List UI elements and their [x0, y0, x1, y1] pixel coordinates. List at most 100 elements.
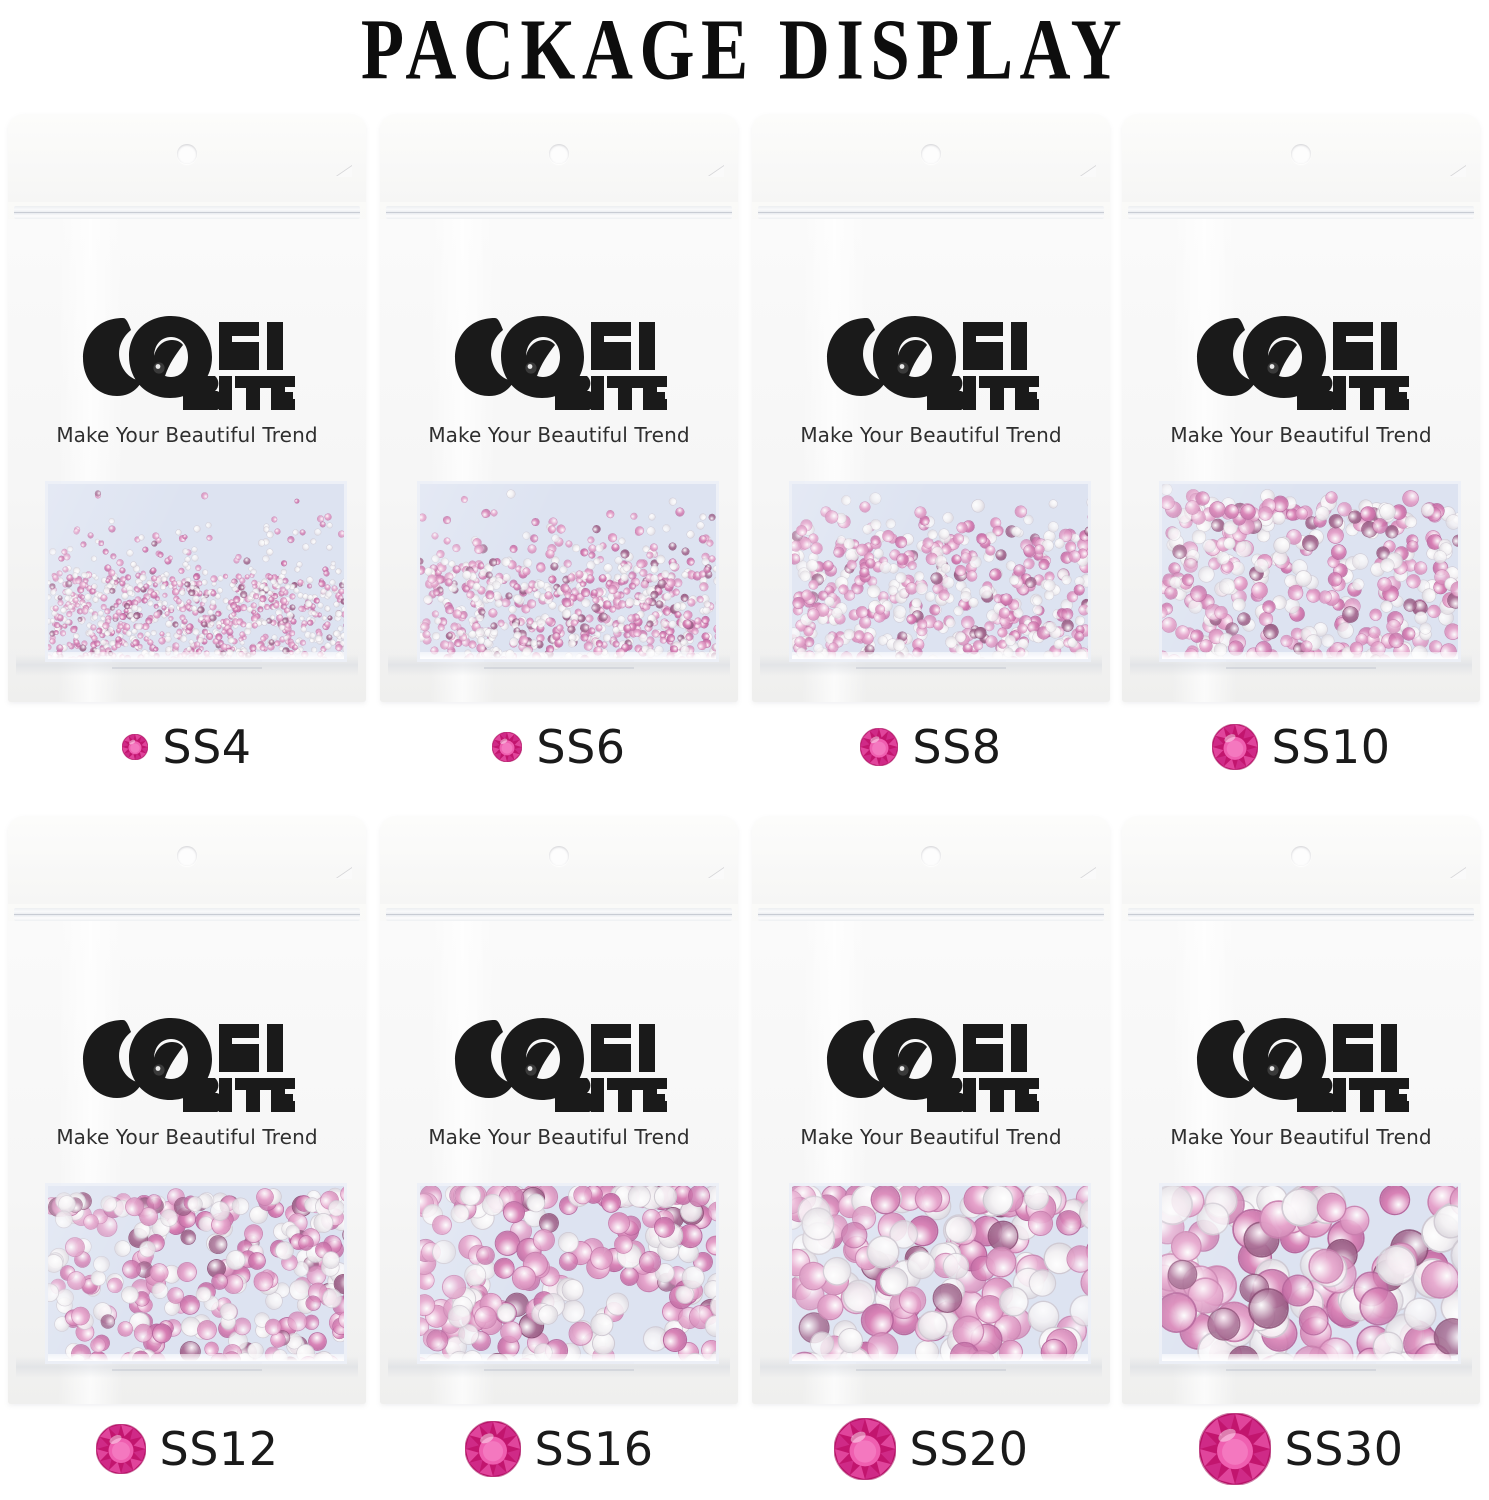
- oei-bite-ring-logo-icon: [451, 310, 667, 414]
- package-row-1: Make Your Beautiful Trend SS4: [0, 96, 1489, 798]
- package-card-ss6[interactable]: Make Your Beautiful Trend SS6: [380, 96, 738, 798]
- rhinestone-field: [1162, 484, 1458, 659]
- rhinestone: [150, 567, 157, 574]
- rhinestone: [337, 1356, 344, 1361]
- rhinestone: [686, 556, 696, 566]
- rhinestone: [1381, 601, 1393, 613]
- hang-hole-icon: [921, 144, 941, 164]
- rhinestone: [610, 543, 620, 553]
- rhinestone: [168, 615, 174, 621]
- rhinestone: [628, 571, 636, 580]
- rhinestone: [52, 574, 58, 580]
- rhinestone: [196, 605, 205, 614]
- rhinestone: [107, 517, 116, 525]
- rhinestone: [481, 508, 491, 518]
- package-card-ss16[interactable]: Make Your Beautiful Trend SS16: [380, 798, 738, 1500]
- rhinestone: [216, 587, 223, 594]
- rhinestone: [645, 597, 652, 605]
- rhinestone: [317, 602, 324, 608]
- rhinestone: [567, 573, 576, 582]
- rhinestone: [588, 551, 596, 559]
- rhinestone: [697, 641, 707, 651]
- rhinestone: [115, 558, 124, 566]
- rhinestone: [98, 541, 103, 546]
- rhinestone: [289, 604, 296, 611]
- rhinestone: [451, 544, 461, 553]
- rhinestone: [219, 656, 226, 659]
- rhinestone: [650, 590, 659, 599]
- rhinestone: [125, 573, 132, 581]
- rhinestone: [322, 569, 330, 577]
- rhinestone: [236, 554, 242, 560]
- package-card-ss4[interactable]: Make Your Beautiful Trend SS4: [8, 96, 366, 798]
- rhinestone: [588, 536, 595, 543]
- rhinestone: [431, 554, 440, 563]
- tear-notch-icon: [708, 868, 724, 879]
- rhinestone: [961, 552, 972, 563]
- rhinestone: [287, 536, 295, 544]
- rhinestone: [526, 543, 537, 555]
- package-card-ss20[interactable]: Make Your Beautiful Trend SS20: [752, 798, 1110, 1500]
- rhinestone: [617, 614, 627, 624]
- package-grid: Make Your Beautiful Trend SS4: [0, 96, 1489, 1500]
- rhinestone: [135, 624, 142, 630]
- rhinestone: [645, 657, 654, 659]
- rhinestone: [695, 520, 706, 530]
- size-caption: SS30: [1122, 1410, 1480, 1488]
- rhinestone: [192, 554, 199, 561]
- rhinestone: [493, 1257, 515, 1279]
- rhinestone: [275, 657, 282, 659]
- rhinestone: [431, 610, 439, 618]
- rhinestone: [646, 648, 656, 658]
- rhinestone: [67, 546, 74, 553]
- rhinestone: [274, 528, 280, 535]
- bag-header-panel: [752, 114, 1110, 202]
- package-card-ss10[interactable]: Make Your Beautiful Trend SS10: [1122, 96, 1480, 798]
- rhinestone: [144, 653, 149, 658]
- rhinestone: [153, 604, 159, 609]
- bag-bottom-fold: [388, 654, 730, 676]
- rhinestone-gem-icon: [95, 1424, 146, 1474]
- rhinestone: [247, 1252, 266, 1271]
- rhinestone: [92, 657, 98, 659]
- rhinestone: [49, 548, 56, 556]
- brand-tagline: Make Your Beautiful Trend: [428, 1125, 690, 1149]
- rhinestone: [605, 510, 616, 520]
- bag-bottom-fold: [760, 654, 1102, 676]
- rhinestone: [216, 624, 222, 630]
- brand-logo-block: Make Your Beautiful Trend: [8, 310, 366, 447]
- rhinestone: [60, 607, 66, 613]
- rhinestone: [965, 570, 978, 583]
- size-label: SS8: [912, 720, 1002, 774]
- oei-bite-ring-logo-icon: [1193, 1012, 1409, 1116]
- rhinestone: [911, 598, 921, 608]
- rhinestone: [1445, 513, 1458, 531]
- rhinestone: [191, 546, 198, 553]
- rhinestone: [942, 576, 956, 589]
- rhinestone: [115, 636, 121, 643]
- package-card-ss12[interactable]: Make Your Beautiful Trend SS12: [8, 798, 366, 1500]
- rhinestone: [48, 644, 51, 650]
- rhinestone: [443, 654, 452, 659]
- rhinestone: [535, 562, 546, 573]
- rhinestone: [711, 564, 716, 574]
- package-card-ss8[interactable]: Make Your Beautiful Trend SS8: [752, 96, 1110, 798]
- rhinestone: [174, 1259, 200, 1285]
- product-bag: Make Your Beautiful Trend: [1122, 816, 1480, 1404]
- rhinestone: [460, 495, 468, 503]
- rhinestone-gem-icon: [464, 1421, 521, 1477]
- rhinestone: [324, 513, 331, 520]
- rhinestone: [467, 639, 477, 649]
- hang-hole-icon: [549, 846, 569, 866]
- rhinestone: [133, 612, 140, 620]
- package-card-ss30[interactable]: Make Your Beautiful Trend SS30: [1122, 798, 1480, 1500]
- rhinestone: [1233, 599, 1245, 611]
- rhinestone: [570, 619, 578, 627]
- rhinestone: [302, 543, 310, 551]
- rhinestone: [65, 588, 72, 596]
- rhinestone: [294, 498, 301, 505]
- rhinestone: [205, 522, 212, 529]
- rhinestone: [595, 543, 604, 553]
- size-caption: SS6: [380, 708, 738, 786]
- oei-bite-ring-logo-icon: [823, 310, 1039, 414]
